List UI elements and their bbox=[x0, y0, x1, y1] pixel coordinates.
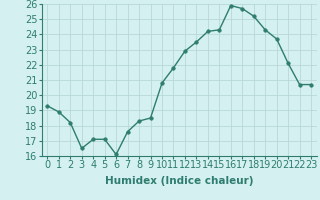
X-axis label: Humidex (Indice chaleur): Humidex (Indice chaleur) bbox=[105, 176, 253, 186]
